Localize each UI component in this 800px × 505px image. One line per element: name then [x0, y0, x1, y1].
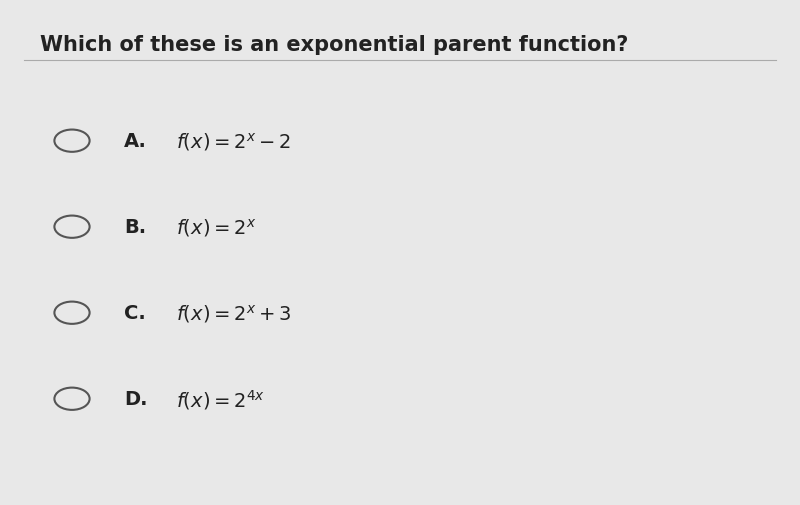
Text: $f(x) = 2^{x}$: $f(x) = 2^{x}$ — [176, 216, 256, 238]
Text: $f(x) = 2^{x} + 3$: $f(x) = 2^{x} + 3$ — [176, 302, 291, 324]
Text: A.: A. — [124, 132, 147, 151]
Text: $f(x) = 2^{4x}$: $f(x) = 2^{4x}$ — [176, 387, 265, 411]
Text: C.: C. — [124, 304, 146, 323]
Text: $f(x) = 2^{x} - 2$: $f(x) = 2^{x} - 2$ — [176, 130, 291, 153]
Text: B.: B. — [124, 218, 146, 237]
Text: Which of these is an exponential parent function?: Which of these is an exponential parent … — [40, 35, 628, 56]
Text: D.: D. — [124, 389, 147, 409]
